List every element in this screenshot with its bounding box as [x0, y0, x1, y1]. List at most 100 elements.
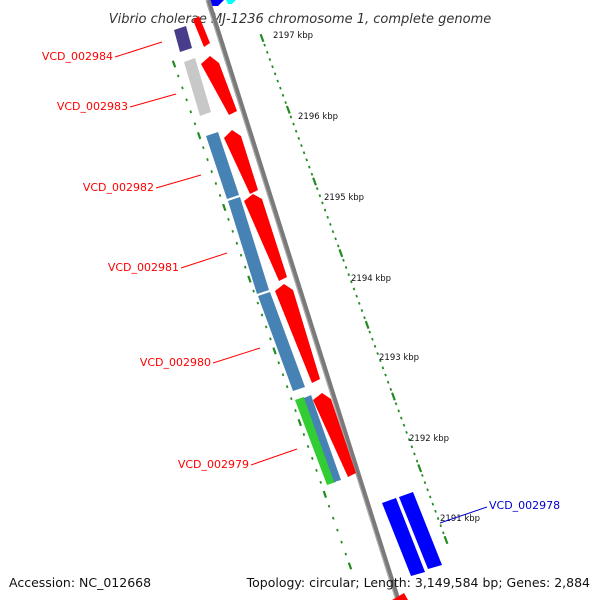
feature-vcd002984-reverse	[174, 26, 192, 52]
gene-label-vcd002983[interactable]: VCD_002983	[57, 100, 128, 113]
minor-tick	[442, 531, 445, 535]
minor-tick	[413, 452, 416, 456]
minor-tick	[185, 98, 188, 102]
minor-tick	[256, 301, 260, 305]
minor-tick	[302, 151, 306, 155]
gene-label-vcd002978[interactable]: VCD_002978	[489, 499, 560, 512]
minor-tick	[268, 58, 272, 61]
kbp-label: 2197 kbp	[273, 31, 313, 41]
minor-tick	[189, 110, 193, 114]
genome-backbone	[205, 0, 401, 600]
minor-tick	[336, 244, 340, 248]
minor-tick	[360, 309, 364, 312]
minor-tick	[323, 208, 327, 212]
minor-tick	[315, 468, 318, 472]
minor-tick	[264, 325, 268, 329]
gene-label-leaders	[114, 41, 488, 524]
kbp-label: 2195 kbp	[324, 193, 364, 203]
major-tick	[247, 275, 252, 283]
minor-tick	[289, 115, 293, 119]
minor-tick	[407, 438, 411, 442]
major-tick	[297, 418, 302, 427]
feature-vcd002978-a	[382, 498, 425, 576]
minor-tick	[344, 552, 348, 556]
major-tick	[391, 392, 396, 401]
minor-tick	[350, 280, 353, 284]
feature-vcd002979-forward	[313, 393, 356, 477]
minor-tick	[210, 170, 213, 174]
minor-tick	[421, 473, 424, 477]
minor-tick	[402, 423, 406, 427]
minor-tick	[436, 517, 440, 520]
minor-tick	[415, 459, 419, 463]
gene-label-vcd002981[interactable]: VCD_002981	[108, 261, 179, 274]
minor-tick	[310, 172, 314, 176]
major-tick	[347, 562, 353, 570]
minor-tick	[428, 495, 432, 499]
gene-labels: VCD_002984 VCD_002983 VCD_002982 VCD_002…	[42, 50, 560, 512]
minor-tick	[305, 158, 308, 162]
minor-tick	[379, 359, 382, 363]
major-tick	[312, 177, 317, 186]
minor-tick	[281, 373, 285, 377]
minor-tick	[331, 230, 335, 234]
minor-tick	[426, 488, 429, 492]
kbp-label: 2192 kbp	[409, 434, 449, 444]
minor-tick	[271, 65, 274, 69]
leader-line	[114, 41, 163, 58]
feature-vcd002983-reverse	[184, 58, 211, 116]
minor-tick	[355, 294, 358, 298]
minor-tick	[410, 445, 414, 449]
minor-tick	[202, 146, 205, 150]
kbp-ruler	[259, 33, 449, 545]
minor-tick	[434, 509, 437, 513]
minor-tick	[252, 289, 255, 293]
minor-tick	[281, 93, 285, 97]
minor-tick	[218, 194, 222, 197]
minor-tick	[290, 397, 293, 401]
minor-tick	[334, 237, 337, 241]
feature-vcd002979-reverse-blue	[304, 395, 341, 482]
minor-tick	[206, 158, 209, 162]
minor-tick	[231, 229, 234, 233]
feature-vcd002981-reverse	[228, 197, 269, 294]
minor-tick	[277, 361, 281, 365]
major-tick	[272, 347, 277, 355]
minor-tick	[302, 433, 306, 436]
feature-vcd002983-forward	[201, 56, 237, 115]
major-tick	[259, 33, 265, 43]
minor-tick	[239, 253, 243, 257]
major-tick	[364, 320, 370, 329]
minor-tick	[243, 265, 247, 269]
major-tick	[338, 249, 344, 258]
minor-tick	[368, 330, 372, 334]
minor-tick	[284, 101, 287, 105]
minor-tick	[315, 187, 319, 191]
leader-line	[212, 347, 261, 364]
feature-vcd002984-forward	[193, 16, 210, 47]
major-tick	[285, 105, 291, 114]
major-tick	[417, 464, 423, 473]
major-tick	[222, 203, 227, 212]
leader-line	[250, 448, 298, 466]
minor-tick	[327, 504, 331, 508]
minor-tick	[318, 194, 322, 198]
major-tick	[443, 535, 449, 545]
gene-label-vcd002980[interactable]: VCD_002980	[140, 356, 211, 369]
feature-top-blue	[210, 0, 224, 6]
major-tick	[171, 60, 177, 68]
gene-label-vcd002984[interactable]: VCD_002984	[42, 50, 113, 63]
minor-tick	[321, 201, 324, 205]
major-tick	[196, 132, 202, 140]
minor-tick	[285, 385, 289, 389]
gene-label-vcd002982[interactable]: VCD_002982	[83, 181, 154, 194]
minor-tick	[273, 72, 277, 76]
minor-tick	[431, 502, 435, 506]
feature-vcd002978-b	[399, 492, 442, 569]
minor-tick	[439, 524, 443, 528]
minor-tick	[381, 366, 385, 370]
gene-label-vcd002979[interactable]: VCD_002979	[178, 458, 249, 471]
minor-tick	[300, 144, 303, 148]
